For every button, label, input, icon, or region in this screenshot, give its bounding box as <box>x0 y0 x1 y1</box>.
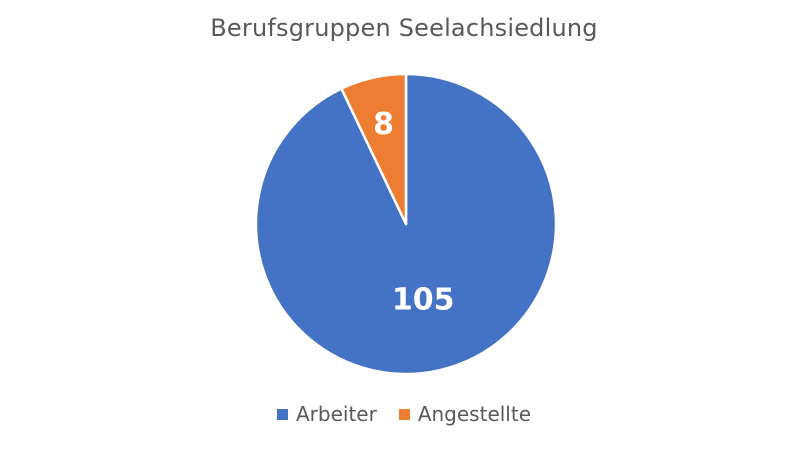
legend-label-angestellte: Angestellte <box>417 402 532 426</box>
legend-swatch-arbeiter <box>276 408 288 420</box>
chart-title: Berufsgruppen Seelachsiedlung <box>210 14 598 42</box>
data-label-arbeiter: 105 <box>392 283 455 318</box>
legend-swatch-angestellte <box>398 408 410 420</box>
pie-slice-angestellte <box>340 72 408 226</box>
legend: Arbeiter Angestellte <box>0 402 808 426</box>
data-label-angestellte: 8 <box>373 107 394 142</box>
legend-label-arbeiter: Arbeiter <box>295 402 377 426</box>
legend-item-arbeiter: Arbeiter <box>276 402 377 426</box>
legend-item-angestellte: Angestellte <box>398 402 532 426</box>
